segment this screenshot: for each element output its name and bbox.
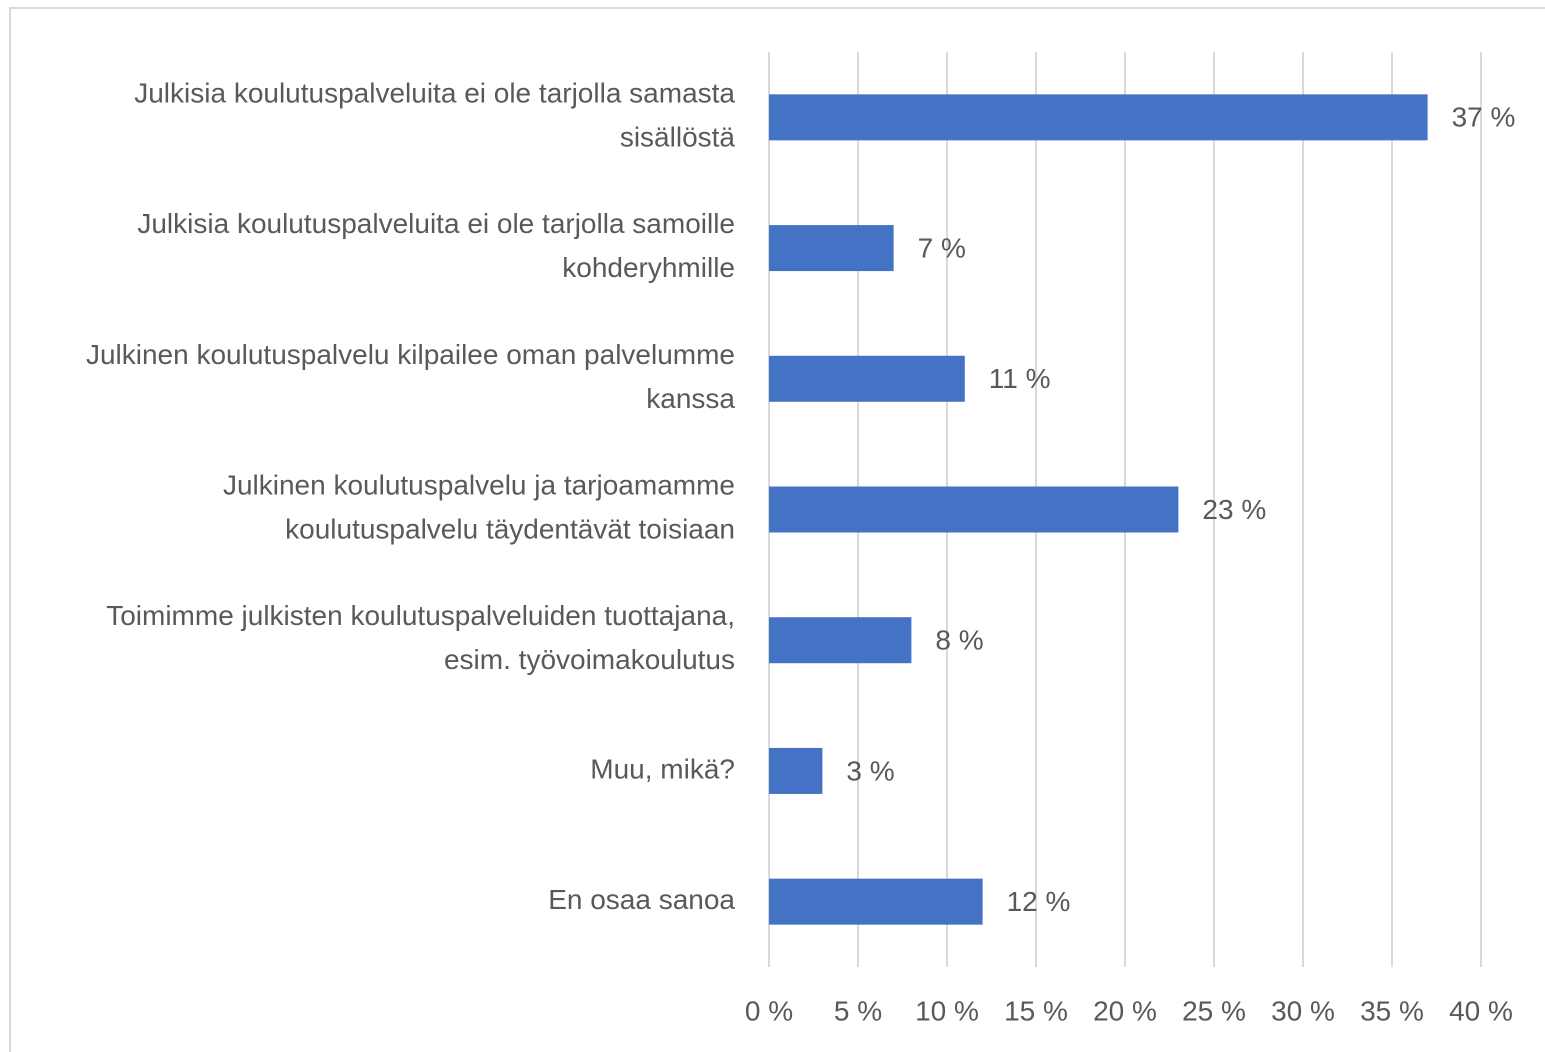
x-tick-label: 15 %: [1004, 995, 1068, 1026]
x-tick-label: 0 %: [745, 995, 793, 1026]
category-label: Julkinen koulutuspalvelu kilpailee oman …: [86, 339, 735, 414]
x-tick-label: 30 %: [1271, 995, 1335, 1026]
category-label: Julkisia koulutuspalveluita ei ole tarjo…: [134, 78, 735, 153]
category-label: En osaa sanoa: [548, 884, 735, 915]
bar: [769, 486, 1179, 533]
bar: [769, 878, 983, 925]
category-label: Julkisia koulutuspalveluita ei ole tarjo…: [137, 208, 735, 283]
category-label: Muu, mikä?: [590, 753, 735, 784]
x-tick-label: 10 %: [915, 995, 979, 1026]
bar: [769, 747, 823, 794]
x-tick-label: 25 %: [1182, 995, 1246, 1026]
value-label: 11 %: [989, 363, 1051, 394]
value-label: 37 %: [1452, 102, 1516, 133]
category-label: Julkinen koulutuspalvelu ja tarjoamamme k…: [223, 470, 735, 545]
bar: [769, 94, 1428, 141]
x-tick-label: 5 %: [834, 995, 882, 1026]
x-tick-label: 40 %: [1449, 995, 1513, 1026]
bar: [769, 355, 965, 402]
bar: [769, 617, 912, 664]
x-tick-label: 35 %: [1360, 995, 1424, 1026]
value-label: 8 %: [935, 625, 983, 656]
category-label: Toimimme julkisten koulutuspalveluiden t…: [106, 601, 735, 676]
x-tick-label: 20 %: [1093, 995, 1157, 1026]
value-label: 3 %: [846, 755, 894, 786]
bar: [769, 225, 894, 272]
value-label: 12 %: [1007, 886, 1071, 917]
value-label: 23 %: [1202, 494, 1266, 525]
value-label: 7 %: [918, 232, 966, 263]
